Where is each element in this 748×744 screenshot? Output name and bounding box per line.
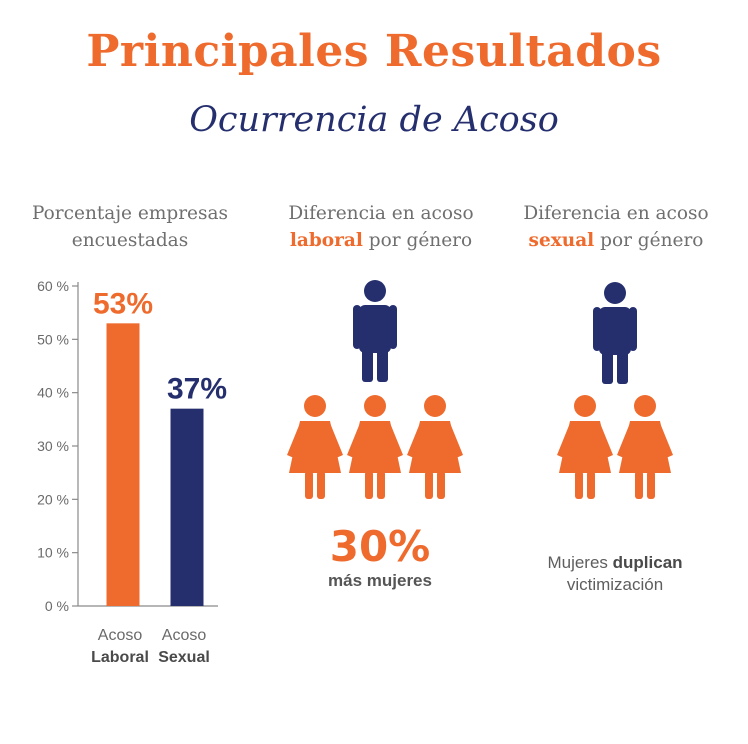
column-heading-line1: Diferencia en acoso bbox=[523, 203, 709, 224]
y-tick-label: 0 % bbox=[45, 598, 69, 614]
caption-bold: duplican bbox=[612, 553, 683, 572]
bar-data-label: 53% bbox=[93, 287, 153, 320]
sexual-caption-line1: Mujeres duplican bbox=[515, 552, 715, 574]
woman-icon bbox=[407, 395, 463, 499]
man-icon bbox=[593, 282, 637, 384]
sexual-pictogram bbox=[557, 282, 673, 499]
heading-highlight: sexual bbox=[528, 230, 595, 251]
y-tick-label: 40 % bbox=[37, 385, 69, 401]
page-title: Principales Resultados bbox=[86, 26, 662, 77]
chart-axes: 0 % 10 % 20 % 30 % 40 % 50 % 60 % bbox=[37, 278, 218, 614]
bar-chart: 0 % 10 % 20 % 30 % 40 % 50 % 60 % 53% Acoso Labo… bbox=[37, 278, 227, 666]
y-tick-label: 20 % bbox=[37, 491, 69, 507]
woman-icon bbox=[287, 395, 343, 499]
bar-2 bbox=[170, 408, 204, 606]
column-heading-line2: sexual por género bbox=[494, 227, 738, 254]
column-heading-line1: Diferencia en acoso bbox=[288, 203, 474, 224]
column-heading-line1: Porcentaje empresas bbox=[31, 203, 229, 224]
bar-1 bbox=[106, 323, 140, 606]
chart-labels: 53% Acoso Laboral 37% Acoso Sexual bbox=[91, 287, 227, 666]
sexual-caption: Mujeres duplican victimización bbox=[515, 552, 715, 596]
laboral-pictogram bbox=[287, 280, 463, 499]
laboral-column-heading: Diferencia en acoso laboral por género bbox=[258, 200, 504, 254]
heading-rest: por género bbox=[362, 230, 473, 251]
x-tick-label-line2: Laboral bbox=[91, 649, 149, 666]
caption-text: Mujeres bbox=[547, 553, 613, 572]
laboral-stat-value: 30% bbox=[329, 522, 431, 571]
y-tick-label: 60 % bbox=[37, 278, 69, 294]
woman-icon bbox=[557, 395, 613, 499]
chart-column-heading: Porcentaje empresas encuestadas bbox=[10, 200, 250, 254]
page-subtitle: Ocurrencia de Acoso bbox=[189, 100, 559, 140]
woman-icon bbox=[347, 395, 403, 499]
sexual-caption-line2: victimización bbox=[566, 575, 664, 594]
column-heading-line2: laboral por género bbox=[258, 227, 504, 254]
x-tick-label-line1: Acoso bbox=[162, 627, 207, 644]
sexual-column-heading: Diferencia en acoso sexual por género bbox=[494, 200, 738, 254]
woman-icon bbox=[617, 395, 673, 499]
heading-highlight: laboral bbox=[289, 230, 363, 251]
column-heading-line2: encuestadas bbox=[71, 230, 189, 251]
heading-rest: por género bbox=[594, 230, 704, 251]
y-tick-label: 30 % bbox=[37, 438, 69, 454]
laboral-stat-caption: más mujeres bbox=[328, 571, 432, 590]
y-tick-label: 10 % bbox=[37, 545, 69, 561]
x-tick-label-line2: Sexual bbox=[158, 649, 210, 666]
chart-bars bbox=[106, 323, 204, 606]
y-tick-label: 50 % bbox=[37, 331, 69, 347]
x-tick-label-line1: Acoso bbox=[98, 627, 143, 644]
man-icon bbox=[353, 280, 397, 382]
bar-data-label: 37% bbox=[167, 373, 227, 406]
